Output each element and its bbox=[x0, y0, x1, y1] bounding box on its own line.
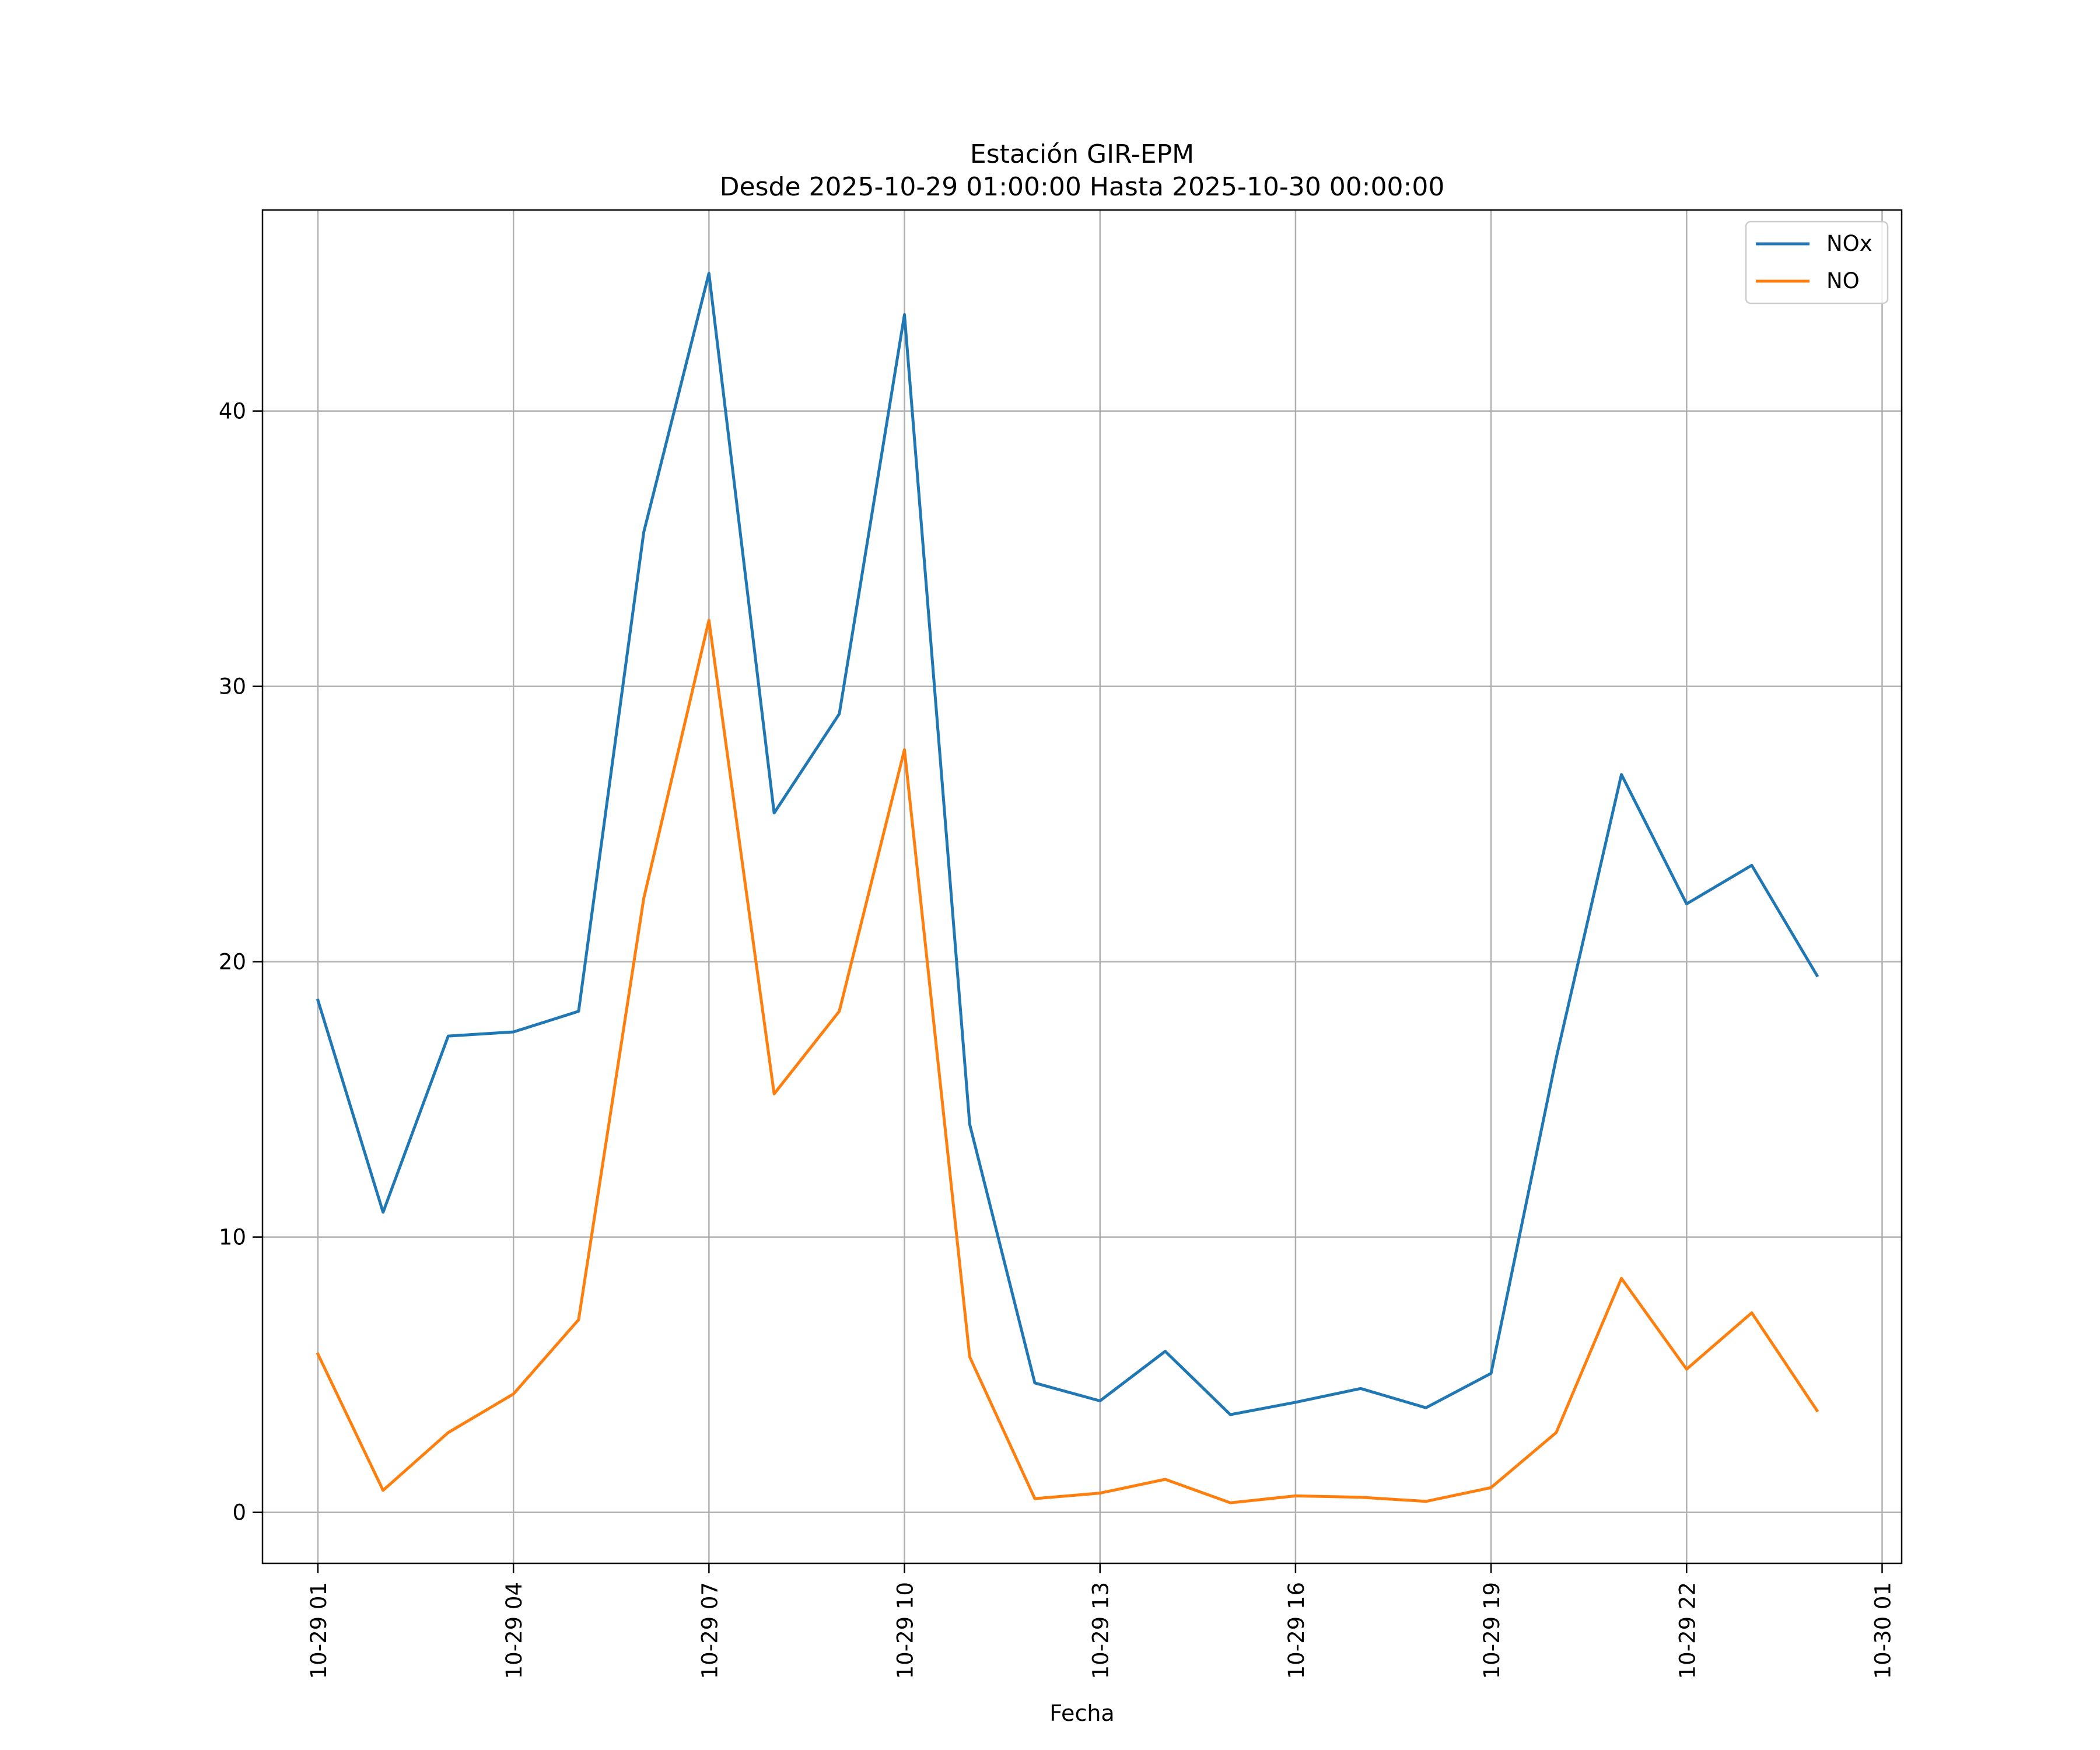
series-line-nox bbox=[316, 272, 1819, 1416]
y-tick-label: 40 bbox=[219, 399, 246, 424]
x-tick-label: 10-29 19 bbox=[1479, 1582, 1504, 1679]
grid bbox=[262, 210, 1902, 1563]
x-tick-label: 10-29 16 bbox=[1284, 1582, 1309, 1679]
x-tick-label: 10-29 04 bbox=[502, 1582, 527, 1679]
series-line-no bbox=[316, 618, 1819, 1504]
axes-frame bbox=[261, 209, 1903, 1564]
plot-series bbox=[316, 272, 1819, 1504]
y-tick-label: 0 bbox=[232, 1500, 246, 1525]
legend: NOx NO bbox=[1745, 220, 1889, 304]
x-tick-label: 10-29 10 bbox=[893, 1582, 918, 1679]
x-tick-label: 10-29 01 bbox=[306, 1582, 331, 1679]
chart-title-line1: Estación GIR-EPM bbox=[970, 139, 1194, 169]
y-tick-label: 20 bbox=[219, 950, 246, 975]
axis-ticks: 10-29 01 10-29 04 10-29 07 10-29 10 10-29 13… bbox=[219, 399, 1896, 1679]
y-tick-label: 30 bbox=[219, 674, 246, 699]
legend-label-no: NO bbox=[1826, 268, 1860, 293]
x-tick-label: 10-29 13 bbox=[1088, 1582, 1114, 1679]
legend-box bbox=[1745, 220, 1889, 304]
chart-title-line2: Desde 2025-10-29 01:00:00 Hasta 2025-10-… bbox=[720, 172, 1445, 202]
x-tick-label: 10-30 01 bbox=[1870, 1582, 1895, 1679]
x-tick-label: 10-29 22 bbox=[1675, 1582, 1700, 1679]
y-tick-label: 10 bbox=[219, 1225, 246, 1250]
x-tick-label: 10-29 07 bbox=[697, 1582, 722, 1679]
legend-label-nox: NOx bbox=[1826, 231, 1873, 256]
x-axis-label: Fecha bbox=[1049, 1700, 1114, 1726]
